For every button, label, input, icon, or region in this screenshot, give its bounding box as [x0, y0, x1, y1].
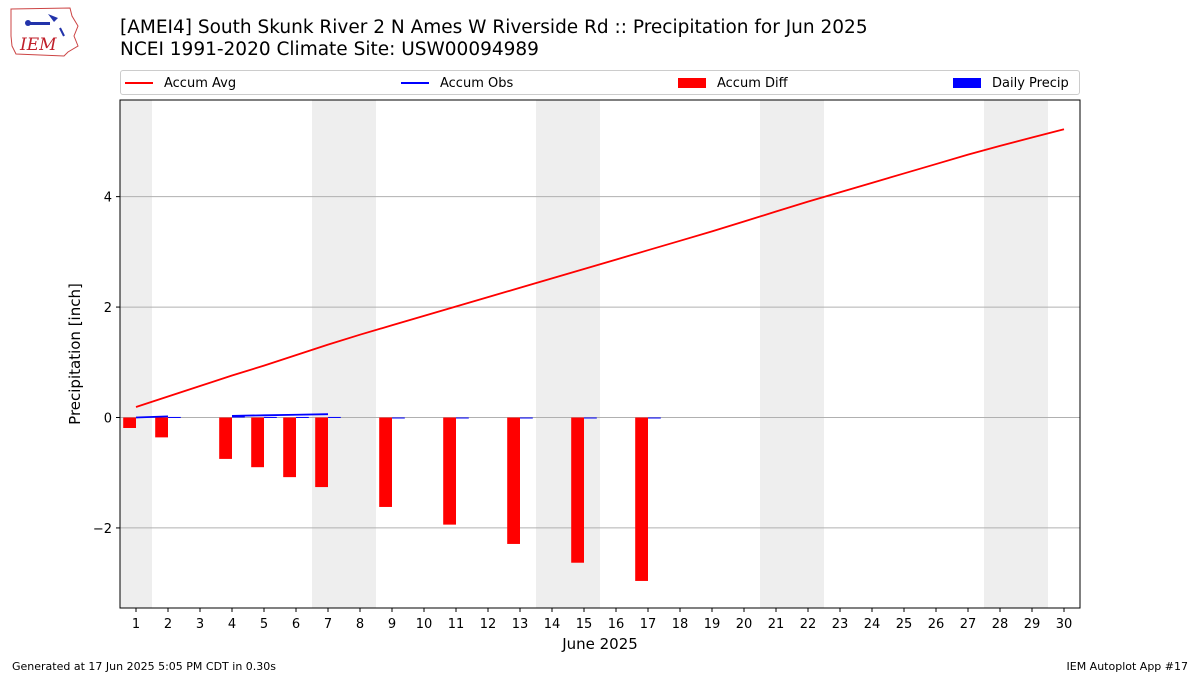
x-tick-label: 21	[768, 617, 785, 632]
x-tick-label: 12	[480, 617, 497, 632]
legend: Accum Avg Accum Obs Accum Diff Daily Pre…	[120, 70, 1080, 95]
accum-diff-bar	[507, 417, 520, 544]
weekend-shade-3	[760, 100, 824, 608]
legend-swatch-accum-obs	[401, 82, 429, 84]
legend-item-accum-obs: Accum Obs	[401, 75, 513, 91]
legend-label-accum-avg: Accum Avg	[164, 75, 237, 91]
daily-precip-bar	[232, 416, 245, 418]
legend-item-accum-avg: Accum Avg	[125, 75, 236, 91]
y-axis-label: Precipitation [inch]	[66, 283, 84, 425]
x-tick-label: 22	[800, 617, 817, 632]
x-tick-label: 11	[448, 617, 465, 632]
legend-swatch-accum-diff	[678, 78, 706, 88]
weekend-shade-1	[312, 100, 376, 608]
accum-diff-bar	[379, 417, 392, 507]
legend-label-accum-diff: Accum Diff	[717, 75, 788, 91]
x-tick-label: 30	[1056, 617, 1073, 632]
y-tick-label: −2	[93, 522, 112, 537]
daily-precip-bar	[264, 416, 277, 418]
legend-item-accum-diff: Accum Diff	[678, 75, 788, 91]
daily-precip-bar	[584, 417, 597, 419]
accum-diff-bar	[283, 417, 296, 478]
x-tick-label: 13	[512, 617, 529, 632]
x-tick-label: 18	[672, 617, 689, 632]
generated-footnote: Generated at 17 Jun 2025 5:05 PM CDT in …	[12, 660, 277, 673]
x-tick-label: 7	[324, 617, 332, 632]
x-tick-label: 19	[704, 617, 721, 632]
x-tick-label: 4	[228, 617, 236, 632]
accum-diff-bar	[219, 417, 232, 459]
iowa-outline-icon	[10, 7, 79, 57]
x-tick-label: 14	[544, 617, 561, 632]
y-tick-label: 2	[104, 301, 112, 316]
accum-diff-bar	[155, 417, 168, 438]
accum-obs-line-1	[231, 413, 329, 417]
daily-precip-bar	[168, 416, 181, 418]
x-tick-label: 24	[864, 617, 881, 632]
accum-diff-bar	[571, 417, 584, 563]
iem-logo: IEM	[10, 7, 79, 57]
weather-station-icon	[26, 22, 50, 25]
daily-precip-bar	[648, 417, 661, 419]
x-tick-label: 8	[356, 617, 364, 632]
app-footnote: IEM Autoplot App #17	[1066, 660, 1189, 673]
y-tick-label: 4	[104, 191, 112, 206]
x-tick-label: 3	[196, 617, 204, 632]
logo-text: IEM	[19, 35, 57, 55]
x-tick-label: 9	[388, 617, 396, 632]
x-tick-label: 26	[928, 617, 945, 632]
legend-swatch-daily-precip	[953, 78, 981, 88]
accum-diff-bar	[635, 417, 648, 581]
weekend-shade-2	[536, 100, 600, 608]
legend-label-accum-obs: Accum Obs	[440, 75, 514, 91]
accum-diff-bar	[123, 417, 136, 428]
x-tick-label: 23	[832, 617, 849, 632]
x-tick-label: 16	[608, 617, 625, 632]
chart-subtitle: NCEI 1991-2020 Climate Site: USW00094989	[120, 39, 539, 60]
x-tick-label: 5	[260, 617, 268, 632]
daily-precip-bar	[296, 416, 309, 418]
x-tick-label: 29	[1024, 617, 1041, 632]
legend-item-daily-precip: Daily Precip	[953, 75, 1069, 91]
accum-diff-bar	[251, 417, 264, 468]
accum-obs-line-0	[135, 415, 169, 419]
x-tick-label: 28	[992, 617, 1009, 632]
daily-precip-bar	[328, 416, 341, 418]
daily-precip-bar	[456, 417, 469, 419]
legend-swatch-accum-avg	[125, 82, 153, 84]
x-tick-label: 25	[896, 617, 913, 632]
x-tick-label: 20	[736, 617, 753, 632]
x-tick-label: 17	[640, 617, 657, 632]
weekend-shade-4	[984, 100, 1048, 608]
x-tick-label: 10	[416, 617, 433, 632]
x-tick-label: 15	[576, 617, 593, 632]
x-tick-label: 2	[164, 617, 172, 632]
x-axis-label: June 2025	[561, 635, 638, 653]
accum-avg-line	[135, 128, 1065, 408]
x-tick-label: 27	[960, 617, 977, 632]
accum-diff-bar	[315, 417, 328, 488]
daily-precip-bar	[520, 417, 533, 419]
legend-label-daily-precip: Daily Precip	[992, 75, 1069, 91]
chart-title: [AMEI4] South Skunk River 2 N Ames W Riv…	[120, 17, 868, 38]
daily-precip-bar	[392, 417, 405, 419]
x-tick-label: 1	[132, 617, 140, 632]
weekend-shade-0	[120, 100, 152, 608]
plot-frame	[119, 99, 1081, 609]
x-tick-label: 6	[292, 617, 300, 632]
accum-diff-bar	[443, 417, 456, 525]
y-tick-label: 0	[104, 412, 112, 427]
